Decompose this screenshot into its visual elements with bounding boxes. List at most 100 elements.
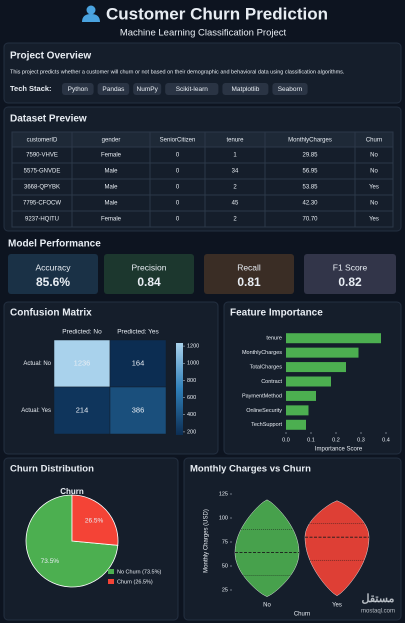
x-tick-label: No xyxy=(263,603,271,609)
table-cell: 5575-GNVDE xyxy=(24,169,61,175)
bar xyxy=(286,390,316,401)
heatmap-cell xyxy=(109,386,167,435)
metric-card xyxy=(204,254,294,294)
y-tick-label: OnlineSecurity xyxy=(246,408,282,414)
table-header: Churn xyxy=(366,138,382,144)
table-cell: 34 xyxy=(232,169,239,175)
colorbar xyxy=(176,343,183,435)
table-cell: 1 xyxy=(233,153,237,159)
y-tick-label: Actual: No xyxy=(23,361,51,367)
section-title: Feature Importance xyxy=(230,308,323,319)
metric-value: 0.81 xyxy=(237,275,261,289)
table-cell: 9237-HQITU xyxy=(25,217,59,223)
y-tick-label: 75 xyxy=(222,539,228,545)
legend-swatch xyxy=(108,569,114,574)
x-axis-label: Churn xyxy=(294,612,310,618)
watermark: مستقل xyxy=(362,593,395,605)
x-tick-label: 0.0 xyxy=(282,437,290,443)
legend-label: No Churn (73.5%) xyxy=(117,569,161,575)
colorbar-tick-label: 600 xyxy=(187,395,196,401)
tech-chip xyxy=(272,83,308,95)
cell-label: 164 xyxy=(132,358,145,367)
table-header-bg xyxy=(12,132,393,147)
x-tick-label: Predicted: No xyxy=(62,329,102,336)
table-header: MonthlyCharges xyxy=(288,138,332,144)
table-cell: 42.30 xyxy=(302,201,318,207)
metric-card xyxy=(304,254,396,294)
tech-label: Tech Stack: xyxy=(10,84,52,93)
violin-body xyxy=(234,499,300,597)
metric-name: Precision xyxy=(132,262,167,272)
title: Customer Churn Prediction xyxy=(106,4,328,23)
table-header: customerID xyxy=(27,138,58,144)
table-cell: No xyxy=(370,169,378,175)
colorbar-tick-label: 1200 xyxy=(187,344,199,350)
x-tick-label: Predicted: Yes xyxy=(117,329,159,336)
cell-label: 386 xyxy=(132,405,145,414)
table-cell: Yes xyxy=(369,217,379,223)
tech-chip xyxy=(222,83,269,95)
section-title: Churn Distribution xyxy=(10,464,94,475)
tech-chip-label: Seaborn xyxy=(278,86,303,93)
table-cell: 0 xyxy=(176,153,180,159)
table-cell: 2 xyxy=(233,217,237,223)
y-tick-label: TotalCharges xyxy=(250,365,283,371)
y-tick-label: 125 xyxy=(219,491,228,497)
tech-chip xyxy=(97,83,130,95)
table-cell: 45 xyxy=(232,201,239,207)
table-cell: 29.85 xyxy=(302,153,318,159)
legend-label: Churn (26.5%) xyxy=(117,579,153,585)
metric-value: 0.82 xyxy=(338,275,362,289)
panel xyxy=(3,106,402,232)
table-cell: No xyxy=(370,201,378,207)
table-cell: 70.70 xyxy=(302,217,318,223)
x-tick-label: 0.4 xyxy=(382,437,390,443)
pie-label: 26.5% xyxy=(85,518,104,525)
metric-card xyxy=(8,254,98,294)
tech-chip-label: Pandas xyxy=(102,86,125,93)
y-tick-label: tenure xyxy=(266,336,282,342)
x-tick-label: 0.2 xyxy=(332,437,340,443)
metric-card xyxy=(104,254,194,294)
bar xyxy=(286,419,306,430)
watermark: mostaql.com xyxy=(361,609,395,615)
tech-chip-label: NumPy xyxy=(137,86,159,93)
chart-title: Churn xyxy=(60,487,84,496)
x-tick-label: 0.1 xyxy=(307,437,315,443)
y-axis-label: Monthly Charges (USD) xyxy=(204,509,210,573)
subtitle: Machine Learning Classification Project xyxy=(120,28,287,39)
cell-label: 1236 xyxy=(74,358,91,367)
table-header: gender xyxy=(102,138,121,144)
bar xyxy=(286,347,359,358)
colorbar-tick-label: 800 xyxy=(187,378,196,384)
legend-swatch xyxy=(108,579,114,584)
violin-body xyxy=(304,500,370,597)
table-cell: Male xyxy=(104,185,118,191)
x-tick-label: 0.3 xyxy=(357,437,365,443)
table-cell: Male xyxy=(104,201,118,207)
table-cell: 7590-VHVE xyxy=(26,153,58,159)
metric-value: 0.84 xyxy=(137,275,161,289)
colorbar-tick-label: 200 xyxy=(187,429,196,435)
table-cell: Female xyxy=(101,217,122,223)
description: This project predicts whether a customer… xyxy=(10,69,345,75)
table-cell: No xyxy=(370,153,378,159)
x-axis-label: Importance Score xyxy=(315,447,363,453)
heatmap-cell xyxy=(53,386,111,435)
y-tick-label: PaymentMethod xyxy=(242,393,282,399)
tech-chip-label: Python xyxy=(68,86,89,93)
tech-chip-label: Scikit-learn xyxy=(176,86,209,93)
table-cell: Female xyxy=(101,153,122,159)
table-cell: 7795-CFOCW xyxy=(23,201,61,207)
metric-name: Recall xyxy=(237,262,261,272)
tech-chip xyxy=(165,83,219,95)
table-cell: 0 xyxy=(176,217,180,223)
table-cell: 0 xyxy=(176,169,180,175)
table-cell: 0 xyxy=(176,185,180,191)
bar xyxy=(286,362,346,373)
colorbar-tick-label: 1000 xyxy=(187,361,199,367)
metric-name: F1 Score xyxy=(333,262,368,272)
table-cell: 56.95 xyxy=(302,169,318,175)
table-cell: 0 xyxy=(176,201,180,207)
